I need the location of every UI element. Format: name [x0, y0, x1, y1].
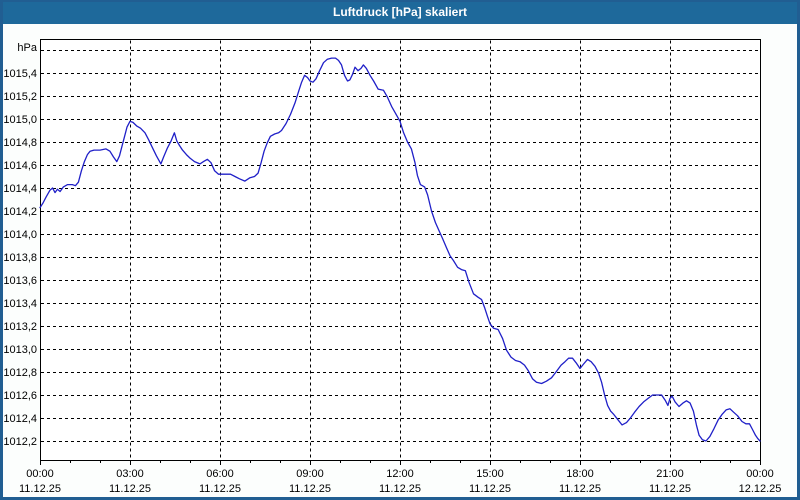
x-tick-time: 15:00	[476, 468, 504, 480]
svg-text:1014,4: 1014,4	[3, 183, 37, 195]
title-bar[interactable]: Luftdruck [hPa] skaliert	[0, 0, 800, 24]
svg-text:1015,4: 1015,4	[3, 68, 37, 80]
window-title: Luftdruck [hPa] skaliert	[332, 5, 468, 19]
svg-text:1014,8: 1014,8	[3, 137, 37, 149]
x-tick-time: 00:00	[746, 468, 774, 480]
y-axis-labels: 1015,4 1015,2 1015,0 1014,8 1014,6 1014,4 1014…	[3, 42, 38, 448]
x-tick-date: 11.12.25	[19, 483, 61, 495]
svg-text:1012,4: 1012,4	[3, 413, 37, 425]
y-axis-unit: hPa	[17, 42, 37, 54]
x-tick-time: 00:00	[26, 468, 54, 480]
svg-text:1013,0: 1013,0	[3, 344, 37, 356]
x-tick-date: 11.12.25	[109, 483, 151, 495]
x-tick-time: 21:00	[656, 468, 684, 480]
svg-text:1013,8: 1013,8	[3, 252, 37, 264]
x-tick-date: 12.12.25	[739, 483, 782, 495]
x-tick-time: 06:00	[206, 468, 234, 480]
svg-text:1015,2: 1015,2	[3, 91, 37, 103]
svg-text:1012,2: 1012,2	[3, 436, 37, 448]
x-tick-time: 03:00	[116, 468, 144, 480]
x-tick-date: 11.12.25	[199, 483, 241, 495]
x-axis-labels: 00:00 11.12.25 03:00 11.12.25 06:00 11.12.25 0…	[19, 468, 781, 495]
x-tick-date: 11.12.25	[559, 483, 601, 495]
svg-text:1013,6: 1013,6	[3, 275, 37, 287]
axis-ticks	[40, 460, 761, 465]
pressure-line	[39, 57, 761, 442]
x-tick-date: 11.12.25	[379, 483, 421, 495]
x-tick-time: 12:00	[386, 468, 414, 480]
gridlines	[41, 40, 760, 459]
svg-text:1014,0: 1014,0	[3, 229, 37, 241]
svg-text:1013,4: 1013,4	[3, 298, 37, 310]
x-tick-time: 09:00	[296, 468, 324, 480]
titlebar-bg	[0, 0, 800, 24]
svg-text:1014,6: 1014,6	[3, 160, 37, 172]
svg-text:1014,2: 1014,2	[3, 206, 37, 218]
x-tick-time: 18:00	[566, 468, 594, 480]
svg-text:1012,8: 1012,8	[3, 367, 37, 379]
x-tick-date: 11.12.25	[649, 483, 691, 495]
svg-text:1013,2: 1013,2	[3, 321, 37, 333]
svg-text:1015,0: 1015,0	[3, 114, 37, 126]
x-tick-date: 11.12.25	[289, 483, 331, 495]
x-tick-date: 11.12.25	[469, 483, 511, 495]
svg-text:1012,6: 1012,6	[3, 390, 37, 402]
